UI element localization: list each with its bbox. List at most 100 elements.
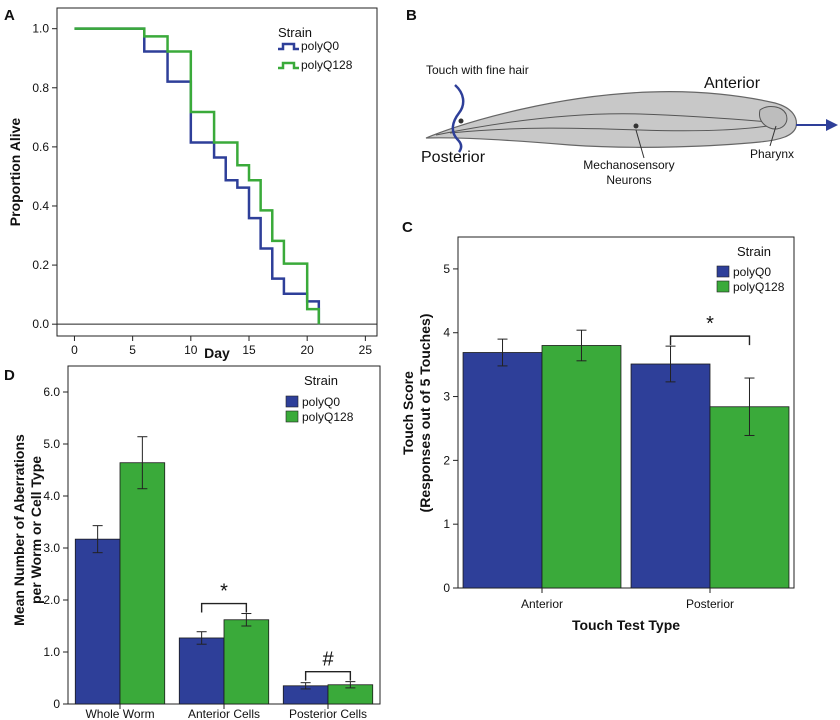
y-tick-label: 0 [443, 581, 450, 595]
anterior-label: Anterior [704, 75, 761, 92]
bar-polyq0 [462, 352, 543, 589]
pharynx-label: Pharynx [750, 147, 794, 161]
legend-swatch-polyq128 [285, 410, 299, 423]
x-axis-label: Touch Test Type [572, 617, 680, 633]
category-label: Anterior Cells [188, 707, 260, 720]
legend-swatch-polyq0 [716, 265, 730, 278]
series-line-polyq0 [74, 27, 321, 325]
worm-diagram: Touch with fine hair Anterior Posterior … [421, 63, 838, 187]
plot-frame [56, 7, 378, 337]
x-tick-label: 5 [129, 343, 136, 357]
mechano-label-line2: Neurons [606, 173, 651, 187]
error-bar [300, 682, 311, 690]
category-label: Whole Worm [85, 707, 154, 720]
y-tick-label: 5.0 [43, 437, 60, 451]
bar-polyq0 [178, 637, 225, 705]
category-label: Posterior [686, 597, 734, 611]
panel-label-c: C [402, 219, 413, 236]
error-bar [137, 436, 148, 490]
legend: Strain polyQ0 polyQ128 [716, 244, 785, 294]
x-tick-label: 20 [301, 343, 315, 357]
legend-label-polyq128: polyQ128 [302, 410, 354, 424]
x-tick-label: 15 [242, 343, 256, 357]
error-bar [576, 329, 587, 362]
significance-bracket [304, 670, 352, 681]
y-tick-label: 0.4 [32, 199, 49, 213]
y-tick-label: 1.0 [32, 22, 49, 36]
significance-marker: * [220, 581, 228, 603]
x-axis-label: Day [204, 345, 230, 361]
panel-label-a: A [4, 7, 15, 24]
legend-label-polyq0: polyQ0 [733, 265, 771, 279]
legend-label-polyq128: polyQ128 [733, 280, 785, 294]
legend-swatch-polyq0 [278, 42, 299, 51]
legend-title: Strain [278, 25, 312, 40]
legend-swatch-polyq0 [285, 395, 299, 408]
x-tick-label: 25 [359, 343, 373, 357]
legend-label-polyq128: polyQ128 [301, 58, 353, 72]
fine-hair-icon [451, 84, 465, 153]
y-axis-label-line1: Touch Score [400, 371, 416, 455]
plot-frame [457, 236, 795, 589]
y-tick-label: 5 [443, 262, 450, 276]
legend-label-polyq0: polyQ0 [302, 395, 340, 409]
neuron-dot-posterior [458, 118, 464, 124]
legend-label-polyq0: polyQ0 [301, 39, 339, 53]
y-tick-label: 4.0 [43, 489, 60, 503]
error-bar [497, 338, 508, 367]
aberrations-chart: 0 1.0 2.0 3.0 4.0 5.0 6.0 Whole Worm Anterior C… [11, 365, 381, 720]
y-tick-label: 2 [443, 453, 450, 467]
error-bar [665, 345, 676, 383]
y-tick-label: 2.0 [43, 593, 60, 607]
legend-title: Strain [304, 373, 338, 388]
y-tick-label: 0.0 [32, 317, 49, 331]
neuron-dot-anterior [633, 123, 639, 129]
y-axis-label-line2: per Worm or Cell Type [28, 456, 44, 604]
significance-bracket [200, 602, 248, 613]
category-label: Anterior [521, 597, 563, 611]
error-bar [744, 377, 755, 436]
error-bar [196, 631, 207, 645]
bar-polyq128 [119, 462, 166, 705]
legend: Strain polyQ0 polyQ128 [285, 373, 354, 424]
category-label: Posterior Cells [289, 707, 367, 720]
error-bar [345, 681, 356, 689]
x-tick-label: 10 [184, 343, 198, 357]
panel-label-d: D [4, 367, 15, 384]
pharynx-pointer [769, 125, 777, 147]
worm-body [425, 91, 798, 148]
series-line-polyq128 [74, 27, 321, 325]
mechano-label-line1: Mechanosensory [583, 158, 674, 172]
survival-chart: 0.0 0.2 0.4 0.6 0.8 1.0 0 5 10 15 20 25 Proportion… [7, 7, 378, 361]
y-tick-label: 0 [53, 697, 60, 711]
panel-label-b: B [406, 7, 417, 24]
bar-polyq128 [223, 619, 270, 705]
y-tick-label: 6.0 [43, 385, 60, 399]
error-bar [92, 525, 103, 554]
touch-score-chart: 0 1 2 3 4 5 Anterior Posterior * Touch Score (… [400, 236, 795, 633]
y-tick-label: 3 [443, 390, 450, 404]
significance-bracket [669, 335, 751, 346]
y-axis-label-line2: (Responses out of 5 Touches) [417, 314, 433, 513]
y-axis-label: Proportion Alive [7, 118, 23, 227]
error-bar [241, 613, 252, 627]
significance-marker: # [322, 649, 334, 671]
y-tick-label: 4 [443, 326, 450, 340]
legend: Strain polyQ0 polyQ128 [278, 25, 353, 72]
direction-arrow-icon [796, 119, 838, 131]
y-tick-label: 0.6 [32, 140, 49, 154]
neuron-pointer [635, 129, 645, 159]
legend-swatch-polyq128 [278, 61, 299, 70]
y-axis-label-line1: Mean Number of Aberrations [11, 434, 27, 626]
bar-polyq128 [709, 406, 790, 589]
y-tick-label: 3.0 [43, 541, 60, 555]
y-tick-label: 1 [443, 517, 450, 531]
significance-marker: * [706, 313, 714, 335]
touch-label: Touch with fine hair [426, 63, 529, 77]
posterior-label: Posterior [421, 149, 486, 166]
y-tick-label: 0.8 [32, 81, 49, 95]
legend-swatch-polyq128 [716, 280, 730, 293]
bar-polyq0 [74, 538, 121, 705]
bar-polyq0 [630, 363, 711, 589]
